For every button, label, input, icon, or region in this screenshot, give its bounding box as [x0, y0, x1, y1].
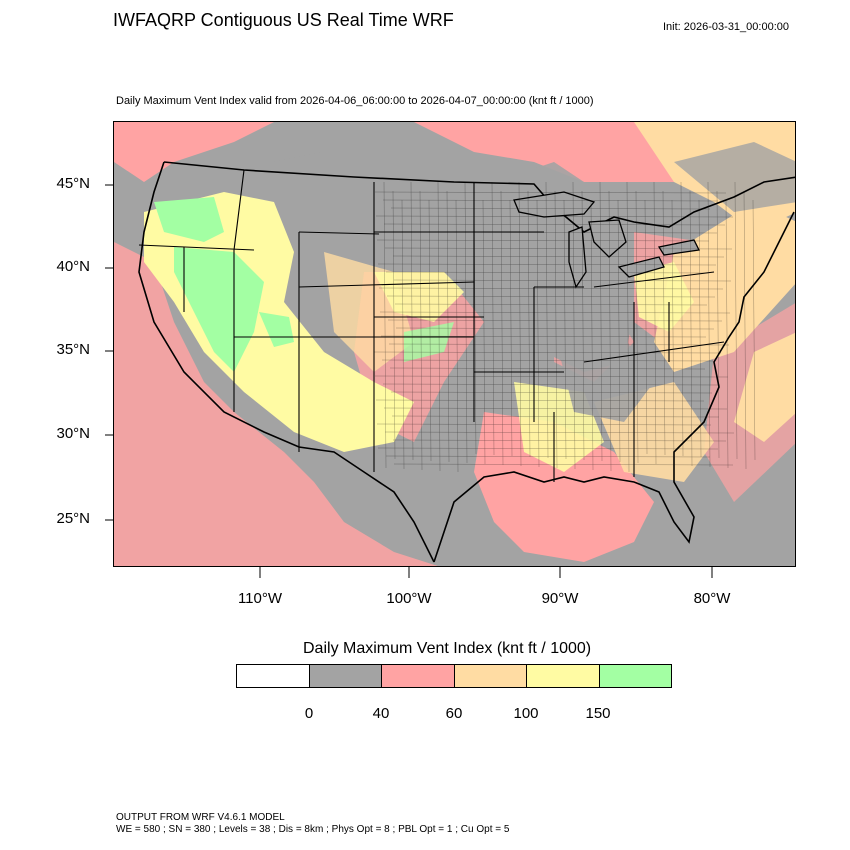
legend-swatch-5 — [599, 665, 671, 687]
state-borders — [138, 169, 725, 482]
vent-index-map — [113, 121, 796, 567]
lat-label-35: 35°N — [56, 341, 90, 358]
lon-label-100w: 100°W — [386, 590, 432, 607]
lat-label-45: 45°N — [56, 175, 90, 192]
great-lakes — [513, 191, 700, 289]
legend-title: Daily Maximum Vent Index (knt ft / 1000) — [303, 640, 592, 657]
lon-label-90w: 90°W — [541, 590, 579, 607]
plot-subtitle: Daily Maximum Vent Index valid from 2026… — [116, 95, 594, 107]
legend-swatch-4 — [527, 665, 600, 687]
map-canvas — [114, 122, 795, 566]
legend-swatch-3 — [454, 665, 527, 687]
legend-label-0: 0 — [304, 705, 314, 722]
legend-label-40: 40 — [372, 705, 390, 722]
lon-label-110w: 110°W — [237, 590, 283, 607]
legend-label-100: 100 — [513, 705, 539, 722]
legend-label-150: 150 — [585, 705, 611, 722]
legend-label-60: 60 — [445, 705, 463, 722]
lat-label-30: 30°N — [56, 425, 90, 442]
legend-swatch-2 — [382, 665, 455, 687]
lat-label-25: 25°N — [56, 510, 90, 527]
footer-model: OUTPUT FROM WRF V4.6.1 MODEL — [116, 812, 285, 823]
legend-swatch-1 — [309, 665, 382, 687]
color-legend — [236, 664, 672, 688]
lon-label-80w: 80°W — [693, 590, 731, 607]
footer-config: WE = 580 ; SN = 380 ; Levels = 38 ; Dis … — [116, 824, 510, 835]
field-over-150 — [154, 197, 454, 372]
lat-label-40: 40°N — [56, 258, 90, 275]
legend-swatch-0 — [237, 665, 310, 687]
county-borders — [373, 181, 756, 473]
plot-title: IWFAQRP Contiguous US Real Time WRF — [113, 10, 454, 30]
init-time: Init: 2026-03-31_00:00:00 — [663, 21, 789, 33]
